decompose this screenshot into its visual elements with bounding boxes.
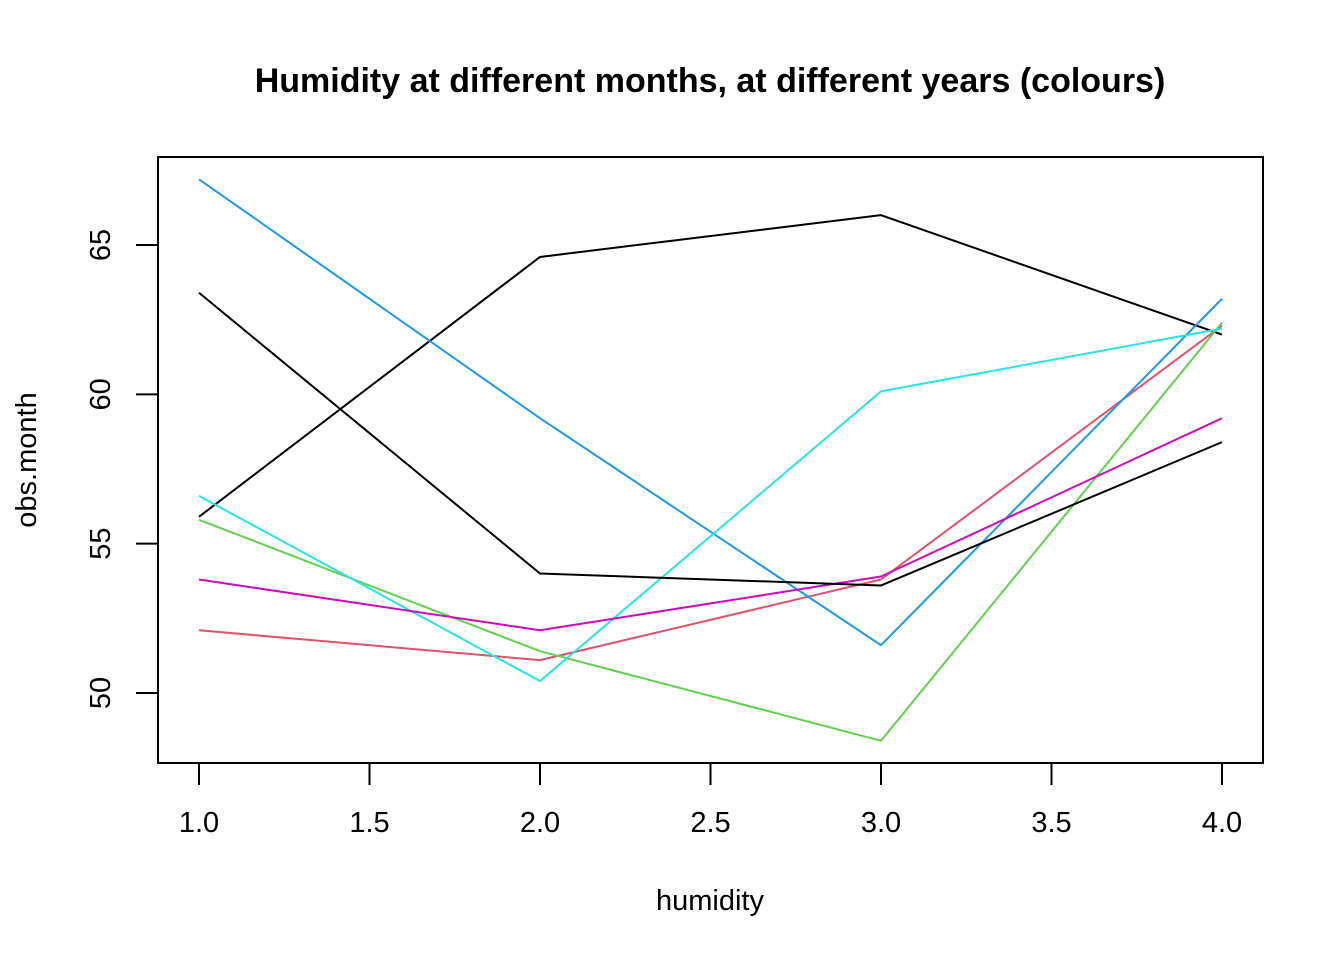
chart-title: Humidity at different months, at differe… bbox=[255, 62, 1166, 100]
x-axis-title: humidity bbox=[656, 885, 764, 917]
x-tick-label: 4.0 bbox=[1202, 807, 1242, 839]
series-line-1 bbox=[198, 214, 1223, 518]
series-line-4 bbox=[198, 178, 1223, 647]
series-group bbox=[198, 178, 1223, 742]
series-line-5 bbox=[198, 327, 1223, 683]
x-tick-label: 2.5 bbox=[690, 807, 730, 839]
series-line-3 bbox=[198, 322, 1223, 742]
x-tick-label: 1.0 bbox=[179, 807, 219, 839]
x-tick-label: 1.5 bbox=[349, 807, 389, 839]
series-line-2 bbox=[198, 324, 1223, 662]
plot-area-frame bbox=[157, 156, 1264, 764]
x-tick-label: 3.5 bbox=[1031, 807, 1071, 839]
y-tick-label: 65 bbox=[85, 229, 117, 261]
x-tick-label: 2.0 bbox=[520, 807, 560, 839]
y-tick-label: 55 bbox=[85, 528, 117, 560]
y-axis: 50 55 60 65 bbox=[85, 229, 159, 709]
x-tick-label: 3.0 bbox=[861, 807, 901, 839]
series-line-7 bbox=[198, 292, 1223, 587]
y-tick-label: 50 bbox=[85, 677, 117, 709]
x-axis: 1.0 1.5 2.0 2.5 3.0 3.5 4.0 bbox=[179, 762, 1242, 839]
series-line-6 bbox=[198, 417, 1223, 632]
y-tick-label: 60 bbox=[85, 378, 117, 410]
y-axis-title: obs.month bbox=[11, 392, 43, 527]
